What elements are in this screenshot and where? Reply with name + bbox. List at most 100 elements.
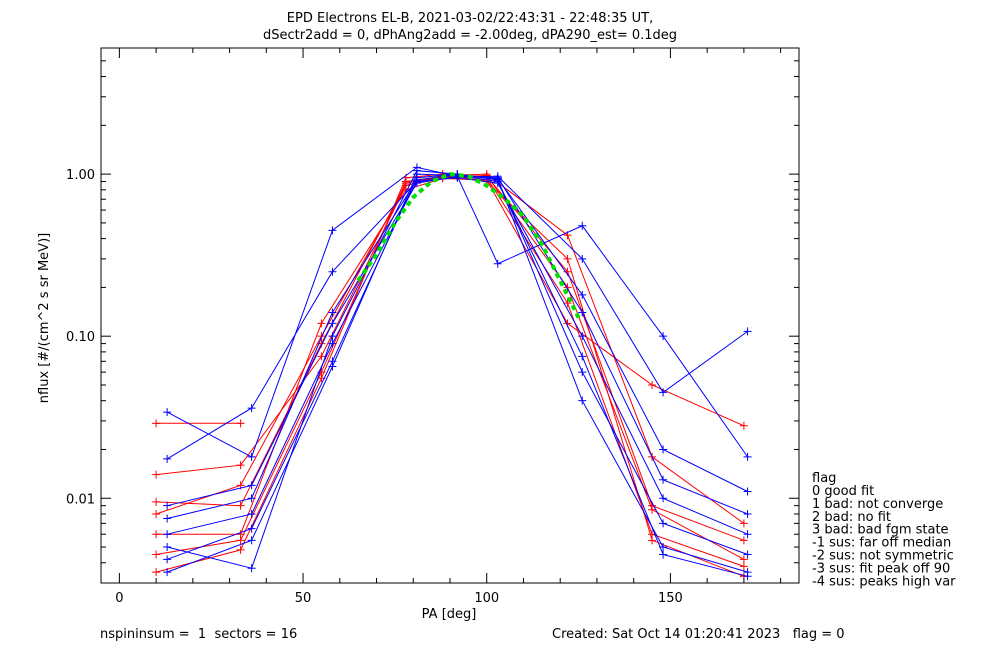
plot-frame bbox=[100, 47, 800, 584]
legend-item: 3 bad: bad fgm state bbox=[812, 523, 949, 538]
data-point-6-0 bbox=[152, 470, 161, 479]
data-point-4-0 bbox=[152, 530, 161, 539]
data-point-2-0 bbox=[152, 568, 161, 577]
data-point-10-6 bbox=[578, 221, 587, 230]
data-point-7-1 bbox=[247, 509, 256, 518]
data-point-10-2 bbox=[328, 226, 337, 235]
data-point-0-8 bbox=[739, 562, 748, 571]
data-point-12-1 bbox=[247, 564, 256, 573]
data-point-11-8 bbox=[743, 327, 752, 336]
footer-right-info: Created: Sat Oct 14 01:20:41 2023 flag =… bbox=[552, 627, 845, 642]
x-tick-label: 150 bbox=[658, 591, 683, 606]
data-point-3-0 bbox=[152, 497, 161, 506]
series-line-11 bbox=[166, 175, 748, 460]
plot-marks bbox=[152, 163, 752, 581]
data-point-4-7 bbox=[648, 380, 657, 389]
data-point-0-6 bbox=[563, 299, 572, 308]
x-axis-label: PA [deg] bbox=[422, 607, 477, 622]
data-point-2-6 bbox=[563, 254, 572, 263]
data-point-11-2 bbox=[328, 267, 337, 276]
data-point-6-8 bbox=[739, 536, 748, 545]
data-point-8-0 bbox=[163, 555, 172, 564]
data-point-8-7 bbox=[659, 519, 668, 528]
data-point-12-2 bbox=[328, 332, 337, 341]
series-line-14 bbox=[166, 173, 748, 577]
data-point-4-1 bbox=[236, 530, 245, 539]
data-point-14-6 bbox=[578, 352, 587, 361]
data-point-3-1 bbox=[236, 501, 245, 510]
series-line-15 bbox=[356, 172, 581, 319]
data-point-13-1 bbox=[247, 494, 256, 503]
chart-title: EPD Electrons EL-B, 2021-03-02/22:43:31 … bbox=[287, 11, 653, 26]
legend-item: -4 sus: peaks high var bbox=[812, 574, 956, 589]
data-point-12-0 bbox=[163, 543, 172, 552]
series-line-13 bbox=[166, 174, 748, 519]
data-point-2-1 bbox=[236, 545, 245, 554]
data-point-14-1 bbox=[247, 536, 256, 545]
footer-left-info: nspininsum = 1 sectors = 16 bbox=[100, 627, 298, 642]
chart-subtitle: dSectr2add = 0, dPhAng2add = -2.00deg, d… bbox=[263, 28, 677, 43]
data-point-10-7 bbox=[659, 332, 668, 341]
x-tick-label: 50 bbox=[295, 591, 312, 606]
data-point-1-0 bbox=[152, 509, 161, 518]
data-point-13-2 bbox=[328, 308, 337, 317]
data-point-9-2 bbox=[328, 319, 337, 328]
data-point-9-0 bbox=[163, 501, 172, 510]
y-tick-label: 0.10 bbox=[66, 330, 95, 345]
data-point-6-3 bbox=[401, 181, 410, 190]
data-point-6-1 bbox=[236, 461, 245, 470]
series-line-3 bbox=[156, 174, 745, 560]
data-point-14-2 bbox=[328, 362, 337, 371]
data-point-11-1 bbox=[247, 404, 256, 413]
data-point-14-3 bbox=[412, 170, 421, 179]
legend-title: flag bbox=[812, 471, 836, 486]
data-point-11-7 bbox=[659, 388, 668, 397]
data-point-4-2 bbox=[317, 319, 326, 328]
series-line-4 bbox=[156, 177, 745, 535]
axes: 0 50 100 150 0.01 0.10 1.00 bbox=[66, 48, 799, 606]
data-point-9-8 bbox=[743, 509, 752, 518]
flag-legend: flag 0 good fit 1 bad: not converge 2 ba… bbox=[812, 471, 956, 589]
data-point-11-0 bbox=[163, 454, 172, 463]
data-point-5-1 bbox=[236, 419, 245, 428]
data-point-8-6 bbox=[578, 368, 587, 377]
data-point-14-5 bbox=[493, 177, 502, 186]
data-point-14-7 bbox=[659, 550, 668, 559]
data-point-11-6 bbox=[578, 254, 587, 263]
data-point-5-0 bbox=[152, 419, 161, 428]
series-line-8 bbox=[166, 173, 748, 560]
data-point-0-0 bbox=[152, 550, 161, 559]
data-point-2-7 bbox=[648, 536, 657, 545]
data-point-7-8 bbox=[743, 530, 752, 539]
data-point-8-8 bbox=[743, 550, 752, 559]
x-tick-label: 0 bbox=[115, 591, 123, 606]
data-point-9-1 bbox=[247, 481, 256, 490]
data-point-14-0 bbox=[163, 568, 172, 577]
data-point-10-0 bbox=[163, 408, 172, 417]
legend-item: -1 sus: far off median bbox=[812, 536, 951, 551]
y-tick-label: 1.00 bbox=[66, 168, 95, 183]
series-line-10 bbox=[166, 166, 749, 458]
legend-item: -2 sus: not symmetric bbox=[812, 549, 954, 564]
data-point-13-0 bbox=[163, 514, 172, 523]
data-point-9-6 bbox=[578, 308, 587, 317]
data-point-13-7 bbox=[659, 445, 668, 454]
data-point-7-0 bbox=[163, 530, 172, 539]
data-point-13-8 bbox=[743, 487, 752, 496]
data-point-13-6 bbox=[578, 290, 587, 299]
data-point-10-8 bbox=[743, 452, 752, 461]
data-point-9-7 bbox=[659, 475, 668, 484]
data-point-7-7 bbox=[659, 494, 668, 503]
data-point-14-8 bbox=[743, 572, 752, 581]
data-point-3-6 bbox=[563, 283, 572, 292]
y-axis-label: nflux [#/(cm^2 s sr MeV)] bbox=[37, 233, 52, 403]
legend-item: 0 good fit bbox=[812, 484, 874, 499]
data-point-6-2 bbox=[317, 352, 326, 361]
data-point-8-1 bbox=[247, 524, 256, 533]
legend-item: -3 sus: fit peak off 90 bbox=[812, 561, 950, 576]
data-point-10-1 bbox=[247, 452, 256, 461]
data-point-10-5 bbox=[493, 259, 502, 268]
legend-item: 2 bad: no fit bbox=[812, 510, 891, 525]
legend-item: 1 bad: not converge bbox=[812, 497, 943, 512]
